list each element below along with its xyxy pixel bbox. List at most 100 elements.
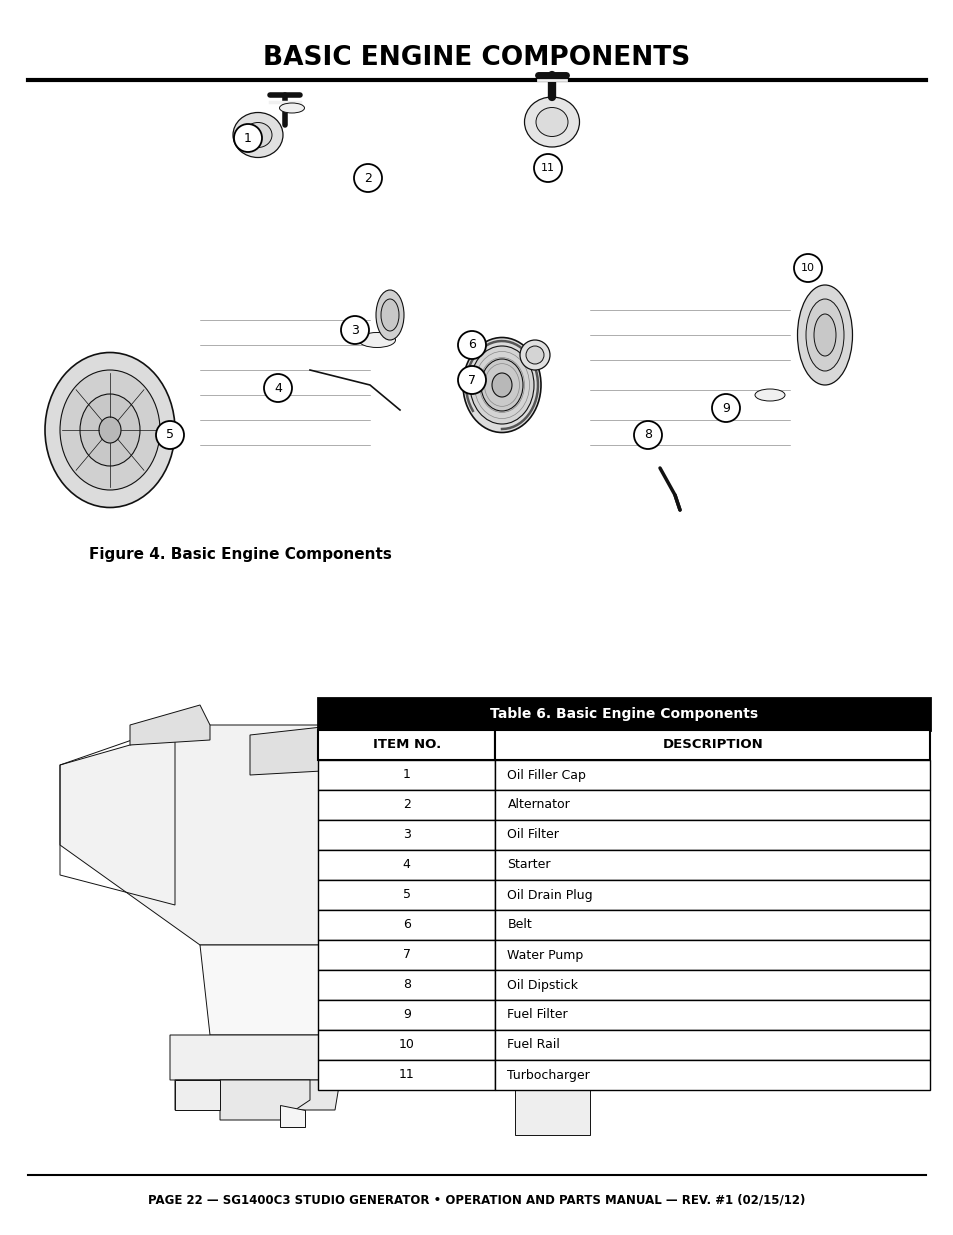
Text: 4: 4 [402,858,410,872]
Text: Fuel Filter: Fuel Filter [507,1009,567,1021]
Bar [317,881,495,910]
Circle shape [156,421,184,450]
Text: 5: 5 [402,888,411,902]
Circle shape [340,316,369,345]
Polygon shape [200,945,379,1035]
Text: 6: 6 [468,338,476,352]
Text: Fuel Rail: Fuel Rail [507,1039,559,1051]
Ellipse shape [480,359,522,411]
Circle shape [457,331,485,359]
Bar [317,1060,495,1091]
Bar [495,1000,929,1030]
Ellipse shape [80,394,140,466]
Ellipse shape [462,337,540,432]
Text: 10: 10 [398,1039,415,1051]
Text: Figure 4. Basic Engine Components: Figure 4. Basic Engine Components [89,547,391,562]
Bar [495,910,929,940]
Text: Oil Filter: Oil Filter [507,829,558,841]
Bar [495,730,929,760]
Circle shape [793,254,821,282]
Text: Oil Filler Cap: Oil Filler Cap [507,768,586,782]
Text: 11: 11 [398,1068,415,1082]
Bar [495,790,929,820]
Text: 7: 7 [402,948,411,962]
Polygon shape [479,767,829,967]
Polygon shape [579,967,809,1050]
Bar [317,969,495,1000]
Circle shape [634,421,661,450]
Bar [495,969,929,1000]
Text: Oil Dipstick: Oil Dipstick [507,978,578,992]
Text: 9: 9 [402,1009,410,1021]
Polygon shape [174,1079,339,1110]
Bar [495,1060,929,1091]
Ellipse shape [45,352,174,508]
Circle shape [264,374,292,403]
Text: Belt: Belt [507,919,532,931]
Ellipse shape [99,417,121,443]
Bar [495,940,929,969]
Text: Turbocharger: Turbocharger [507,1068,590,1082]
Text: ITEM NO.: ITEM NO. [373,739,440,752]
Bar [317,850,495,881]
Ellipse shape [797,285,852,385]
Circle shape [534,154,561,182]
Ellipse shape [233,112,283,158]
Polygon shape [550,1050,800,1091]
Ellipse shape [805,299,843,370]
Text: 2: 2 [402,799,410,811]
Ellipse shape [279,103,304,112]
Text: 8: 8 [643,429,651,441]
Bar [317,1030,495,1060]
Bar [317,940,495,969]
Text: 11: 11 [540,163,555,173]
Text: Table 6. Basic Engine Components: Table 6. Basic Engine Components [490,706,758,721]
Circle shape [354,164,381,191]
Polygon shape [280,1105,305,1128]
Polygon shape [814,967,859,1025]
Bar [495,850,929,881]
Text: PAGE 22 — SG1400C3 STUDIO GENERATOR • OPERATION AND PARTS MANUAL — REV. #1 (02/1: PAGE 22 — SG1400C3 STUDIO GENERATOR • OP… [148,1193,805,1207]
Text: 7: 7 [468,373,476,387]
Bar [317,698,929,730]
Text: 2: 2 [364,172,372,184]
Bar [317,1000,495,1030]
Ellipse shape [492,373,512,396]
Ellipse shape [754,389,784,401]
Bar [317,730,495,760]
Text: DESCRIPTION: DESCRIPTION [661,739,762,752]
Bar [495,820,929,850]
Circle shape [233,124,262,152]
Text: 1: 1 [244,131,252,144]
Text: 5: 5 [166,429,173,441]
Text: 3: 3 [402,829,410,841]
Polygon shape [515,1091,589,1135]
Polygon shape [60,725,399,945]
Polygon shape [339,790,415,895]
Polygon shape [220,1079,310,1120]
Polygon shape [250,725,370,776]
Text: BASIC ENGINE COMPONENTS: BASIC ENGINE COMPONENTS [263,44,690,70]
Bar [317,760,495,790]
Bar [495,881,929,910]
Bar [495,1030,929,1060]
Circle shape [711,394,740,422]
Ellipse shape [813,314,835,356]
Ellipse shape [375,290,403,340]
Text: 8: 8 [402,978,411,992]
Ellipse shape [536,107,567,137]
Text: Oil Drain Plug: Oil Drain Plug [507,888,593,902]
Text: Starter: Starter [507,858,551,872]
Polygon shape [170,1035,379,1079]
Ellipse shape [60,370,160,490]
Polygon shape [174,1079,220,1110]
Circle shape [457,366,485,394]
Polygon shape [130,705,210,745]
Bar [495,760,929,790]
Text: 1: 1 [402,768,410,782]
Text: 10: 10 [801,263,814,273]
Text: 9: 9 [721,401,729,415]
Text: Water Pump: Water Pump [507,948,583,962]
Polygon shape [740,767,800,844]
Ellipse shape [358,332,395,347]
